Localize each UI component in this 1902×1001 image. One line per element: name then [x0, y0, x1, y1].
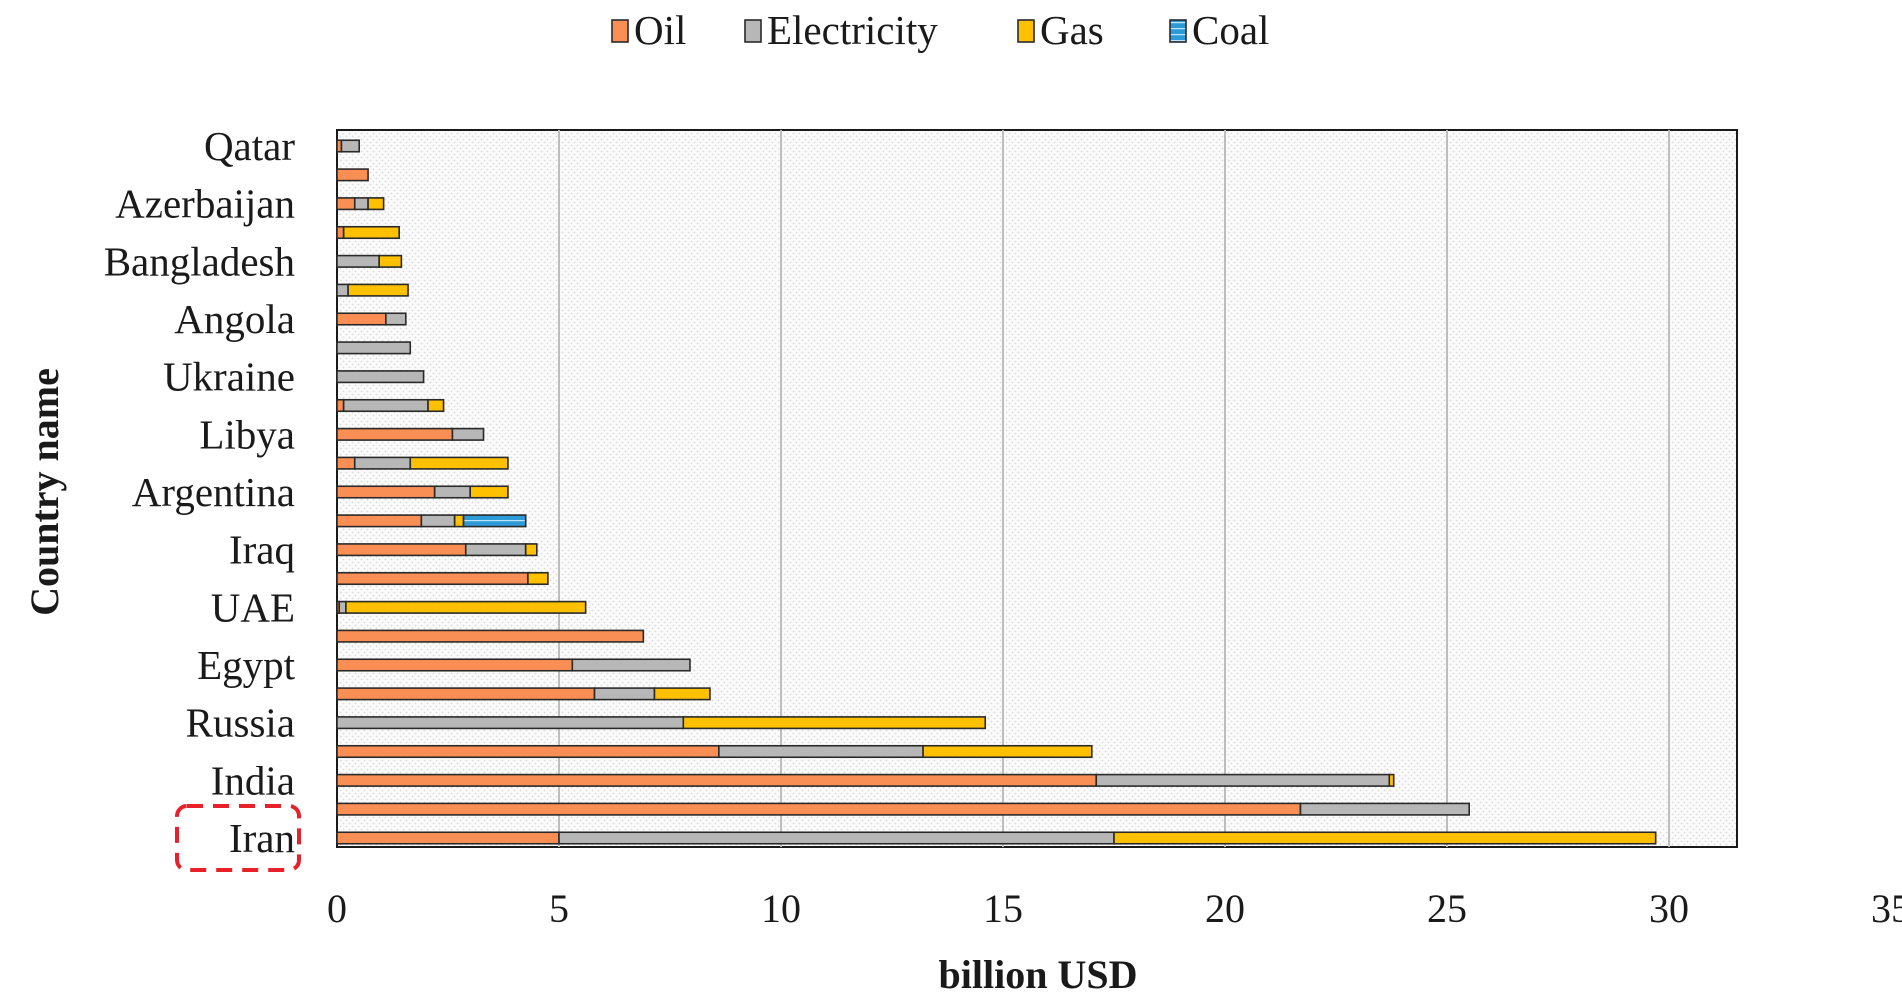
- bar-segment-oil: [336, 514, 423, 528]
- bar-segment-coal: [462, 514, 527, 528]
- bar-segment-gas: [427, 398, 445, 413]
- category-label: Libya: [199, 411, 295, 457]
- legend-label: Electricity: [767, 7, 938, 53]
- bar-segment-oil: [336, 802, 1302, 816]
- legend: Oil Electricity Gas Coal: [611, 7, 1269, 53]
- y-axis-labels: Qatar Azerbaijan Bangladesh Angola Ukraine Li…: [104, 123, 296, 861]
- category-label: Egypt: [197, 642, 296, 688]
- bar-segment-electricity: [1299, 802, 1470, 816]
- legend-swatch: [611, 19, 629, 43]
- x-tick-label: 5: [549, 886, 569, 931]
- bar-segment-oil: [336, 658, 574, 672]
- bar-segment-oil: [336, 831, 560, 845]
- bar-segment-electricity: [558, 831, 1115, 845]
- category-label: Russia: [186, 700, 295, 746]
- bar-segment-oil: [336, 773, 1098, 787]
- x-tick-label: 30: [1649, 886, 1689, 931]
- bar-segment-electricity: [385, 312, 407, 326]
- category-label: Iraq: [229, 527, 295, 573]
- bar-segment-electricity: [340, 139, 361, 153]
- bar-segment-electricity: [336, 283, 349, 297]
- legend-swatch: [1169, 19, 1187, 43]
- bar-segment-oil: [336, 744, 720, 759]
- bar-segment-electricity: [1095, 773, 1391, 787]
- bar-segment-gas: [378, 254, 403, 268]
- bar-segment-gas: [347, 283, 409, 297]
- legend-swatch: [744, 19, 762, 43]
- bar-segment-gas: [682, 716, 987, 730]
- bar-segment-oil: [336, 543, 467, 557]
- highlight-box: [175, 804, 301, 872]
- bar-segment-electricity: [336, 716, 685, 730]
- category-label: Bangladesh: [104, 238, 295, 284]
- bars: [336, 139, 1657, 845]
- bar-segment-oil: [336, 312, 387, 326]
- bar-segment-electricity: [433, 485, 471, 499]
- category-label: Qatar: [204, 123, 295, 169]
- y-axis-title: Country name: [22, 368, 67, 616]
- bar-segment-gas: [469, 485, 509, 499]
- bar-segment-electricity: [353, 197, 369, 211]
- bar-segment-oil: [336, 456, 356, 470]
- bar-segment-electricity: [464, 543, 527, 557]
- x-tick-label: 20: [1205, 886, 1245, 931]
- bar-segment-oil: [336, 629, 645, 643]
- bar-segment-oil: [336, 168, 369, 182]
- bar-segment-electricity: [336, 254, 380, 268]
- bar-segment-electricity: [336, 370, 425, 384]
- x-tick-label: 35: [1871, 886, 1902, 931]
- category-label: Argentina: [132, 469, 295, 515]
- category-label: Angola: [174, 296, 295, 342]
- bar-segment-electricity: [336, 341, 412, 355]
- x-tick-label: 10: [761, 886, 801, 931]
- bar-segment-oil: [336, 687, 596, 701]
- legend-label: Oil: [634, 7, 686, 53]
- bar-segment-gas: [527, 571, 549, 586]
- bar-segment-oil: [336, 225, 345, 240]
- bar-segment-electricity: [571, 658, 691, 672]
- bar-segment-oil: [336, 398, 345, 413]
- bar-segment-gas: [1388, 773, 1395, 787]
- x-tick-label: 25: [1427, 886, 1467, 931]
- legend-swatch: [1017, 19, 1035, 43]
- bar-segment-electricity: [718, 744, 924, 759]
- bar-segment-gas: [409, 456, 509, 470]
- bar-segment-oil: [336, 427, 454, 441]
- bar-segment-electricity: [353, 456, 412, 470]
- bar-segment-gas: [922, 744, 1093, 759]
- bar-segment-electricity: [342, 398, 429, 413]
- bar-segment-gas: [345, 600, 587, 614]
- bar-segment-gas: [1113, 831, 1657, 845]
- plot-area: [336, 129, 1738, 848]
- bar-segment-gas: [524, 543, 538, 557]
- bar-segment-gas: [453, 514, 465, 528]
- bar-segment-gas: [653, 687, 711, 701]
- x-axis-title: billion USD: [939, 952, 1138, 997]
- legend-label: Gas: [1040, 7, 1104, 53]
- bar-segment-electricity: [593, 687, 656, 701]
- category-label: Azerbaijan: [115, 181, 295, 227]
- x-axis-labels: 0 5 10 15 20 25 30 35: [327, 886, 1902, 931]
- category-label: India: [211, 757, 295, 803]
- category-label: UAE: [211, 584, 295, 630]
- bar-segment-gas: [342, 225, 400, 240]
- category-label: Ukraine: [163, 354, 295, 400]
- bar-segment-oil: [336, 485, 436, 499]
- category-label: Iran: [229, 815, 295, 861]
- x-tick-label: 15: [983, 886, 1023, 931]
- bar-segment-electricity: [338, 600, 347, 614]
- bar-segment-oil: [336, 571, 529, 586]
- bar-segment-electricity: [420, 514, 456, 528]
- bar-segment-gas: [367, 197, 385, 211]
- bar-segment-electricity: [451, 427, 485, 441]
- bar-segment-oil: [336, 197, 356, 211]
- legend-label: Coal: [1192, 7, 1269, 53]
- x-tick-label: 0: [327, 886, 347, 931]
